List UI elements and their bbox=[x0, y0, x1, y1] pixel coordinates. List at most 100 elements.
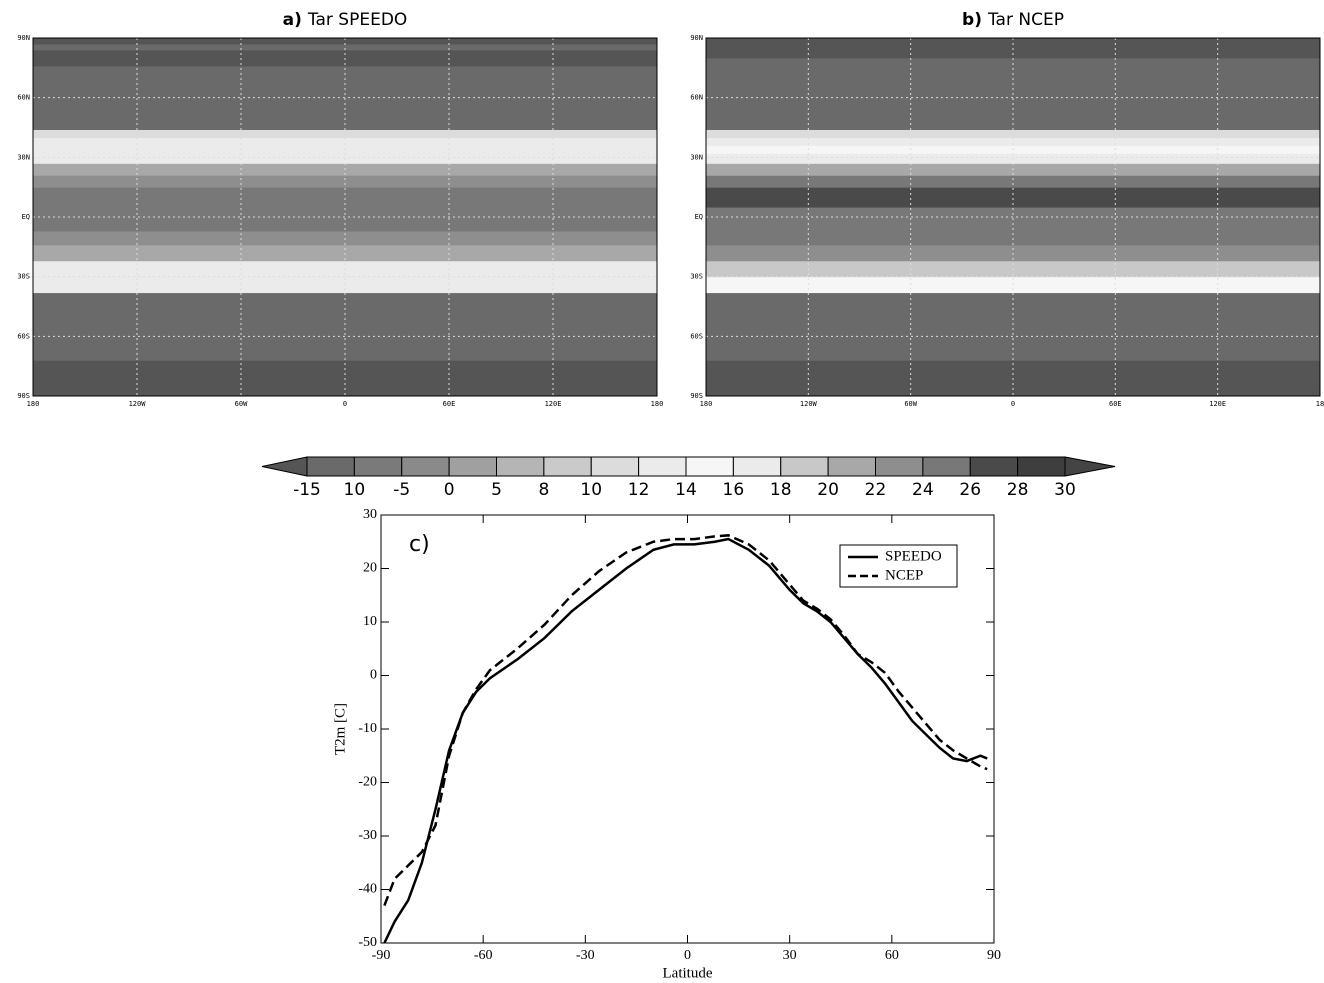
colorbar-label: -5 bbox=[393, 480, 410, 500]
zonal-band bbox=[33, 38, 657, 45]
zonal-band bbox=[33, 65, 657, 75]
panel-label: c) bbox=[409, 532, 430, 557]
zonal-band bbox=[33, 43, 657, 51]
colorbar-box bbox=[543, 456, 592, 477]
colorbar-label: 10 bbox=[580, 480, 602, 500]
x-tick-label: 120W bbox=[800, 400, 818, 408]
zonal-band bbox=[706, 81, 1320, 91]
x-tick-label: 0 bbox=[343, 400, 347, 408]
colorbar-label: 0 bbox=[444, 480, 455, 500]
colorbar-label: 5 bbox=[491, 480, 502, 500]
zonal-band bbox=[706, 97, 1320, 107]
zonal-band bbox=[33, 368, 657, 377]
series-line bbox=[383, 537, 988, 944]
x-tick-label: 60E bbox=[443, 400, 456, 408]
y-tick-label: 10 bbox=[363, 614, 377, 629]
colorbar-box bbox=[306, 456, 355, 477]
zonal-band bbox=[33, 218, 657, 232]
zonal-band bbox=[33, 187, 657, 198]
colorbar-box bbox=[353, 456, 403, 477]
zonal-band bbox=[33, 376, 657, 385]
zonal-band bbox=[706, 308, 1320, 325]
zonal-band bbox=[33, 324, 657, 337]
colorbar-label: 24 bbox=[912, 480, 934, 500]
zonal-band bbox=[706, 376, 1320, 385]
zonal-band bbox=[33, 352, 657, 361]
zonal-band bbox=[33, 197, 657, 208]
zonal-band bbox=[33, 292, 657, 309]
colorbar-label: 12 bbox=[628, 480, 650, 500]
zonal-band bbox=[706, 292, 1320, 309]
zonal-band bbox=[33, 97, 657, 107]
zonal-band bbox=[706, 218, 1320, 232]
zonal-band bbox=[706, 384, 1320, 392]
zonal-band bbox=[706, 368, 1320, 377]
legend-label: SPEEDO bbox=[885, 548, 942, 564]
colorbar-arrow bbox=[261, 456, 308, 477]
zonal-band bbox=[706, 65, 1320, 75]
y-tick-label: -20 bbox=[358, 775, 377, 790]
y-tick-label: 0 bbox=[370, 668, 377, 683]
zonal-band bbox=[33, 384, 657, 392]
y-tick-label: -10 bbox=[358, 721, 377, 736]
colorbar-box bbox=[875, 456, 924, 477]
zonal-band bbox=[706, 113, 1320, 123]
x-tick-label: -30 bbox=[576, 948, 595, 963]
colorbar-box bbox=[969, 456, 1019, 477]
y-tick-label: 60N bbox=[690, 94, 703, 102]
legend-box bbox=[839, 544, 958, 588]
colorbar-label: -15 bbox=[293, 480, 321, 500]
x-axis-label: Latitude bbox=[663, 965, 713, 981]
zonal-band bbox=[33, 175, 657, 188]
panel-label: b) bbox=[962, 10, 982, 30]
colorbar-label: 18 bbox=[770, 480, 792, 500]
colorbar-label: 8 bbox=[538, 480, 549, 500]
y-tick-label: 60N bbox=[17, 94, 30, 102]
zonal-band bbox=[706, 352, 1320, 361]
zonal-band bbox=[706, 197, 1320, 208]
zonal-band bbox=[706, 324, 1320, 337]
x-tick-label: 120E bbox=[1209, 400, 1226, 408]
y-tick-label: 60S bbox=[690, 332, 703, 340]
y-tick-label: 90N bbox=[17, 34, 30, 42]
x-tick-label: 180 bbox=[27, 400, 40, 408]
zonal-band bbox=[33, 81, 657, 91]
panel-title: a) Tar SPEEDO bbox=[283, 10, 408, 30]
y-tick-label: 90S bbox=[690, 392, 703, 400]
x-tick-label: 18 bbox=[1316, 400, 1324, 408]
zonal-band bbox=[706, 175, 1320, 188]
zonal-band bbox=[33, 113, 657, 123]
colorbar-box bbox=[590, 456, 640, 477]
y-tick-label: 90S bbox=[17, 392, 30, 400]
y-axis-label: T2m [C] bbox=[332, 703, 348, 755]
colorbar-box bbox=[922, 456, 971, 477]
x-tick-label: 30 bbox=[783, 948, 797, 963]
y-tick-label: 20 bbox=[363, 561, 377, 576]
x-tick-label: 0 bbox=[1011, 400, 1015, 408]
panel-title: b) Tar NCEP bbox=[962, 10, 1064, 30]
colorbar-label: 26 bbox=[959, 480, 981, 500]
x-tick-label: 180 bbox=[651, 400, 664, 408]
zonal-band bbox=[33, 336, 657, 345]
zonal-band bbox=[706, 43, 1320, 51]
x-tick-label: 90 bbox=[987, 948, 1001, 963]
colorbar-label: 14 bbox=[675, 480, 697, 500]
panel-label: a) bbox=[283, 10, 302, 30]
y-tick-label: 30S bbox=[690, 273, 703, 281]
series-line bbox=[383, 534, 988, 906]
zonal-band bbox=[706, 38, 1320, 45]
zonal-band bbox=[33, 57, 657, 67]
x-tick-label: -90 bbox=[372, 948, 391, 963]
zonal-band bbox=[706, 137, 1320, 146]
colorbar-label: 20 bbox=[817, 480, 839, 500]
zonal-band bbox=[706, 57, 1320, 67]
colorbar-label: 22 bbox=[865, 480, 887, 500]
colorbar-box bbox=[827, 456, 876, 477]
x-tick-label: 60W bbox=[904, 400, 917, 408]
y-tick-label: -50 bbox=[358, 935, 377, 950]
map-frame bbox=[705, 37, 1321, 397]
x-tick-label: 0 bbox=[684, 948, 691, 963]
colorbar-box bbox=[638, 456, 687, 477]
zonal-band bbox=[706, 121, 1320, 130]
